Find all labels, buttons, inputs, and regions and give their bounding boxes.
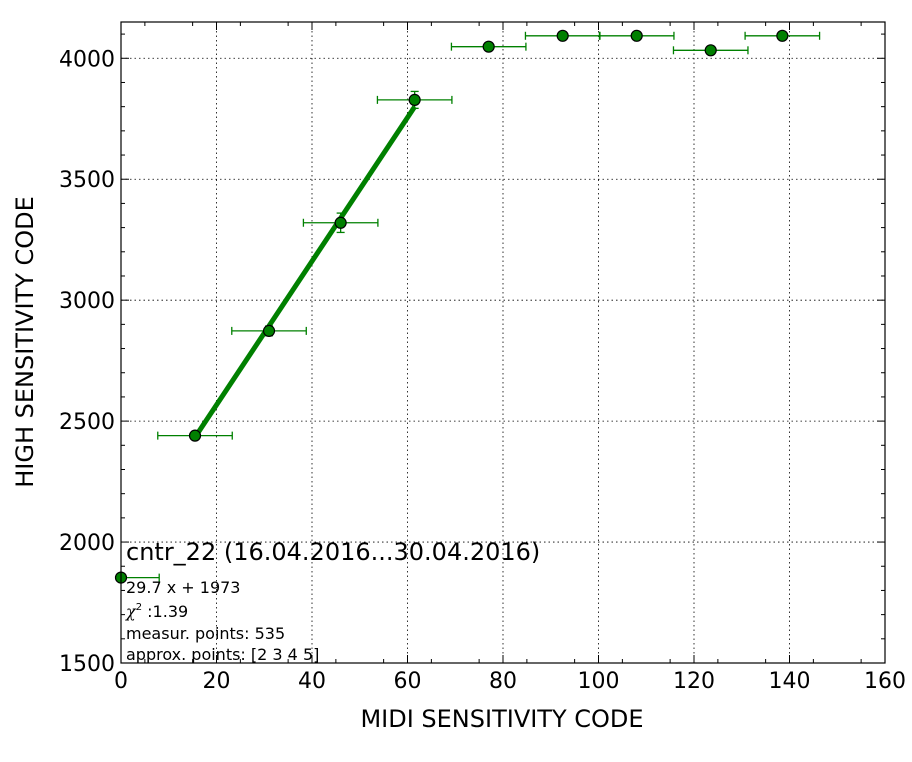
annotation-measur-points: measur. points: 535	[126, 624, 285, 643]
data-point	[334, 216, 347, 229]
fit-line	[192, 105, 417, 439]
chi-value: :1.39	[142, 602, 188, 621]
x-tick-label: 80	[489, 669, 517, 694]
chi-exponent: 2	[136, 602, 142, 613]
x-tick-label: 20	[203, 669, 231, 694]
minor-ticks	[121, 22, 885, 663]
y-axis-label: HIGH SENSITIVITY CODE	[11, 196, 39, 488]
y-tick-label: 4000	[59, 47, 115, 72]
data-point	[262, 324, 276, 337]
data-point	[704, 44, 717, 57]
data-point	[630, 29, 643, 42]
y-tick-label: 3500	[59, 168, 115, 193]
x-tick-labels: 0 20 40 60 80 100 120 140 160	[114, 669, 906, 694]
y-tick-label: 1500	[59, 652, 115, 677]
annotation-title: cntr_22 (16.04.2016...30.04.2016)	[126, 538, 540, 566]
grid-lines	[121, 22, 885, 663]
x-tick-label: 160	[864, 669, 906, 694]
annotation-block: cntr_22 (16.04.2016...30.04.2016) 29.7 x…	[125, 538, 540, 664]
x-tick-label: 100	[578, 669, 620, 694]
data-point	[482, 40, 495, 53]
fit-line-group	[192, 105, 417, 439]
annotation-approx-points: approx. points: [2 3 4 5]	[126, 645, 319, 664]
y-tick-label: 2500	[59, 410, 115, 435]
plot-frame	[120, 21, 886, 664]
x-tick-label: 40	[298, 669, 326, 694]
major-ticks	[120, 22, 886, 664]
x-tick-label: 0	[114, 669, 128, 694]
x-axis-label: MIDI SENSITIVITY CODE	[360, 705, 643, 733]
chi-symbol: χ	[125, 602, 137, 621]
data-points	[114, 29, 789, 584]
data-point	[408, 93, 421, 106]
annotation-equation: 29.7 x + 1973	[126, 578, 240, 597]
x-tick-label: 120	[673, 669, 715, 694]
data-point	[188, 429, 202, 442]
x-tick-label: 140	[769, 669, 811, 694]
y-tick-label: 3000	[59, 289, 115, 314]
annotation-chi-squared: χ2 :1.39	[125, 602, 188, 621]
data-point	[556, 29, 569, 42]
x-tick-label: 60	[394, 669, 422, 694]
y-tick-labels: 1500 2000 2500 3000 3500 4000	[59, 47, 115, 677]
y-tick-label: 2000	[59, 531, 115, 556]
data-point	[776, 29, 789, 42]
